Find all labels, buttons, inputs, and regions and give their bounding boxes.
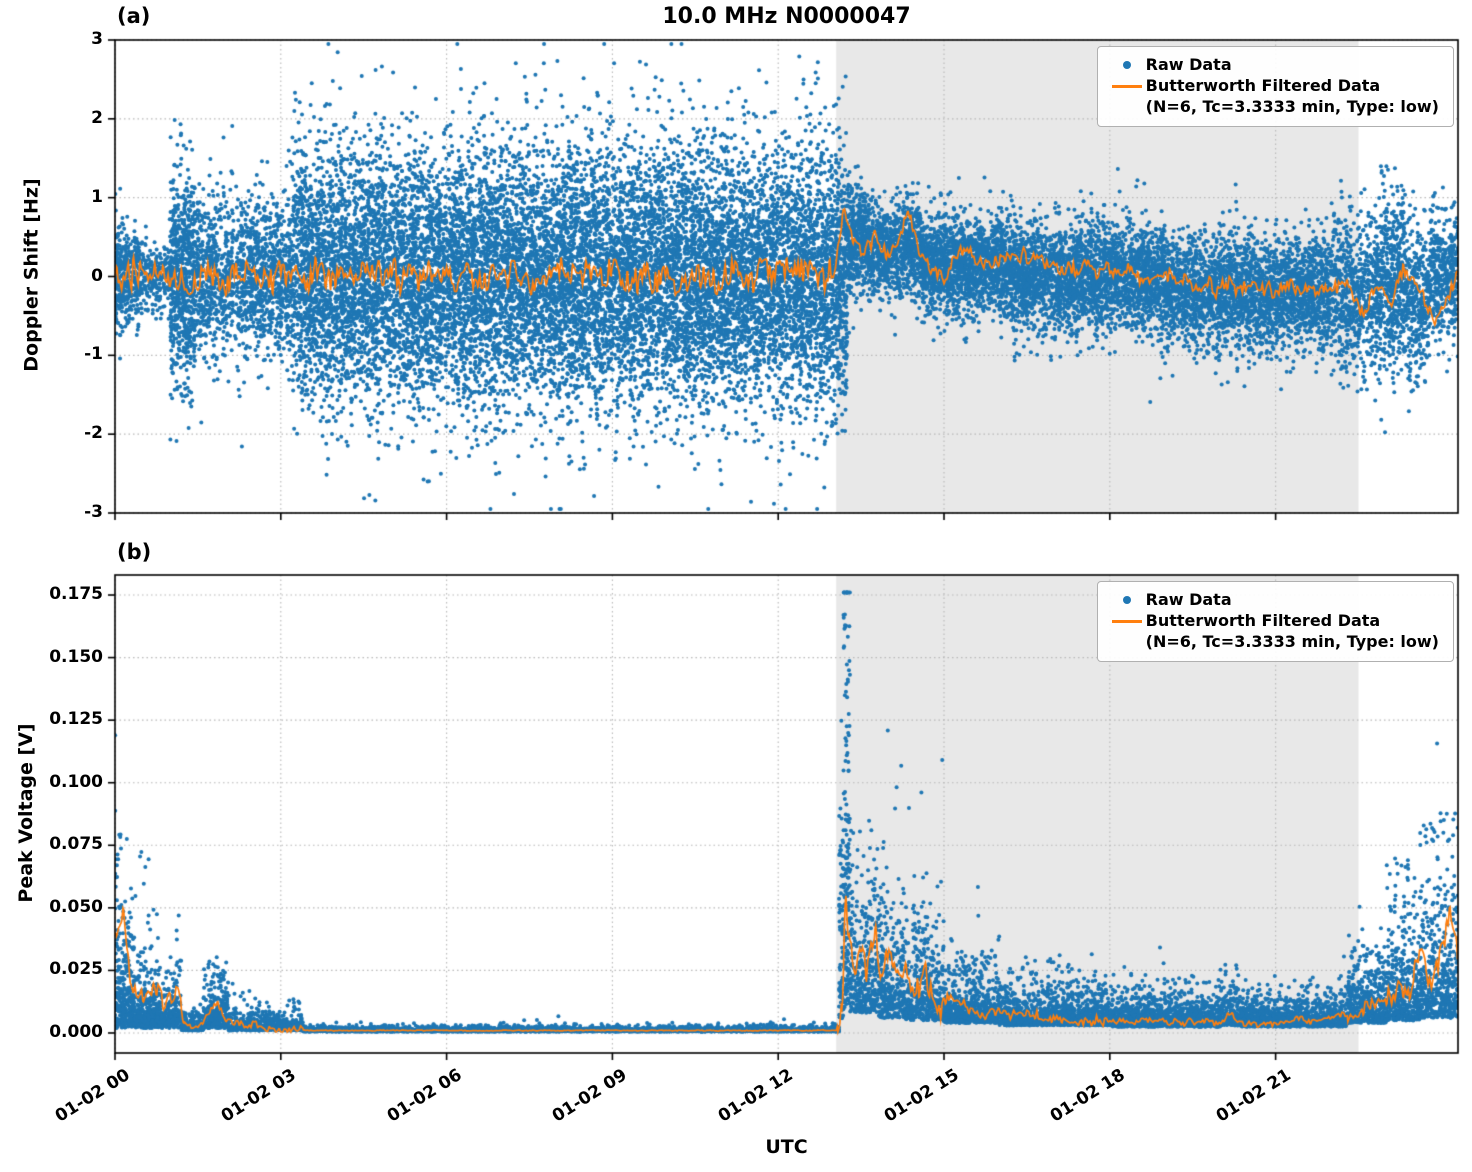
panel-b-label: (b) <box>117 540 152 564</box>
legend-raw-row: Raw Data <box>1108 54 1439 75</box>
filtered-line-marker-icon <box>1111 85 1142 89</box>
y-tick-label: 0.175 <box>49 584 103 605</box>
legend-filtered-row: Butterworth Filtered Data (N=6, Tc=3.333… <box>1108 75 1439 117</box>
y-tick-label: 0.025 <box>49 959 103 980</box>
x-tick-label: 01-02 00 <box>51 1065 134 1127</box>
x-tick-label: 01-02 18 <box>1046 1065 1129 1127</box>
y-tick-label: 0.100 <box>49 771 103 792</box>
figure-title: 10.0 MHz N0000047 <box>662 4 911 29</box>
y-tick-label: 0.125 <box>49 709 103 730</box>
x-tick-label: 01-02 15 <box>880 1065 963 1127</box>
legend-filtered-label-line1: Butterworth Filtered Data <box>1145 76 1381 96</box>
raw-data-marker-icon <box>1122 61 1131 69</box>
legend-b: Raw Data Butterworth Filtered Data (N=6,… <box>1096 581 1454 663</box>
x-tick-label: 01-02 09 <box>549 1065 632 1127</box>
y-tick-label: -3 <box>84 502 103 522</box>
raw-data-marker-icon <box>1122 596 1131 604</box>
y-tick-label: 0.000 <box>49 1021 103 1042</box>
legend-filtered-label-line1: Butterworth Filtered Data <box>1145 611 1381 631</box>
y-axis-label-doppler: Doppler Shift [Hz] <box>20 178 43 372</box>
legend-raw-handle <box>1108 589 1146 604</box>
legend-filtered-label-line2: (N=6, Tc=3.3333 min, Type: low) <box>1145 97 1439 117</box>
x-tick-label: 01-02 21 <box>1212 1065 1295 1127</box>
panel-a-label: (a) <box>117 4 151 28</box>
y-tick-label: 0 <box>91 265 103 286</box>
x-tick-label: 01-02 12 <box>715 1065 797 1127</box>
legend-filtered-row: Butterworth Filtered Data (N=6, Tc=3.333… <box>1108 610 1439 652</box>
y-tick-label: 3 <box>91 29 103 49</box>
legend-raw-label: Raw Data <box>1145 55 1232 74</box>
y-tick-label: 1 <box>91 186 103 207</box>
x-axis-label: UTC <box>765 1136 808 1158</box>
x-tick-label: 01-02 03 <box>217 1065 300 1127</box>
legend-raw-label: Raw Data <box>1145 590 1232 609</box>
y-tick-label: 0.050 <box>49 896 103 917</box>
legend-filtered-handle <box>1108 610 1146 624</box>
y-tick-label: 0.150 <box>49 646 103 667</box>
legend-filtered-label-line2: (N=6, Tc=3.3333 min, Type: low) <box>1145 632 1439 652</box>
y-tick-label: 2 <box>91 107 103 128</box>
filtered-line-marker-icon <box>1111 620 1142 624</box>
x-tick-label: 01-02 06 <box>383 1065 466 1127</box>
legend-raw-row: Raw Data <box>1108 589 1439 610</box>
y-tick-label: -2 <box>84 423 103 444</box>
y-tick-label: 0.075 <box>49 834 103 855</box>
y-axis-label-voltage: Peak Voltage [V] <box>15 723 37 903</box>
legend-filtered-handle <box>1108 75 1146 89</box>
legend-raw-handle <box>1108 54 1146 69</box>
y-tick-label: -1 <box>84 344 103 365</box>
legend-a: Raw Data Butterworth Filtered Data (N=6,… <box>1096 46 1454 128</box>
